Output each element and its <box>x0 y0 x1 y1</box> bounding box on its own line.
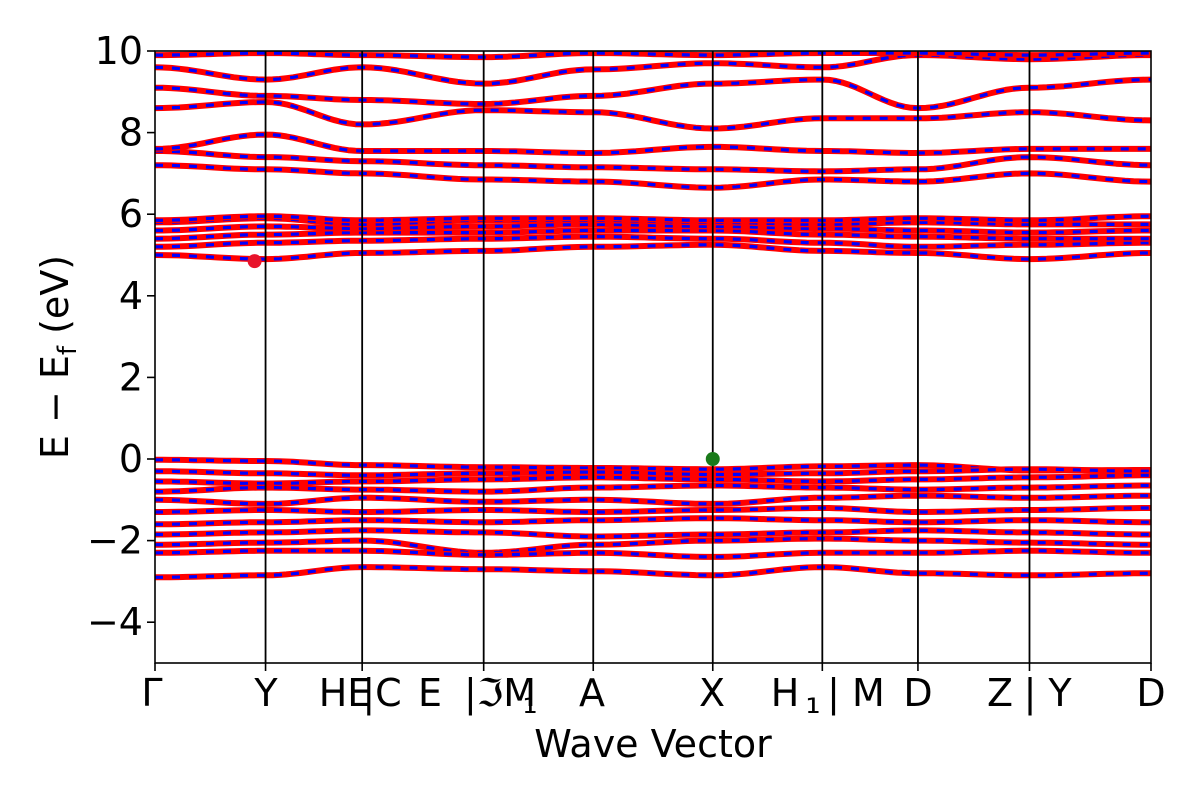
band-line-dashed-7 <box>155 528 1151 539</box>
xtick-label: |C <box>362 671 401 716</box>
band-line-dashed-13 <box>155 228 1151 241</box>
xtick-label: | M <box>827 671 885 716</box>
band-line-dashed-3 <box>155 483 1151 494</box>
xtick-label: D <box>903 671 932 715</box>
plot-frame <box>154 50 1152 664</box>
xtick-label: Y <box>253 671 278 715</box>
band-line-dashed-10 <box>155 565 1151 579</box>
band-line-dashed-21 <box>155 78 1151 110</box>
y-axis-label-main: E − E <box>33 355 77 459</box>
band-line-dashed-17 <box>155 163 1151 190</box>
band-line-dashed-9 <box>155 549 1151 559</box>
y-axis-ticks: −4 −2 0 2 4 6 8 10 <box>87 29 155 644</box>
band-line-dashed-22 <box>155 53 1151 86</box>
band-line-dashed-2 <box>155 473 1151 486</box>
band-line-dashed-23 <box>155 51 1151 59</box>
x-axis-ticks: Γ Y HE|C E |ℑM₁ A X H ₁ | M D Z | Y D <box>141 663 1166 722</box>
ytick-label: 6 <box>119 192 143 236</box>
ytick-label: 10 <box>95 29 143 73</box>
band-line-dashed-19 <box>155 132 1151 155</box>
y-axis-label-unit: (eV) <box>33 255 77 346</box>
band-line-20 <box>155 99 1151 132</box>
band-line-dashed-16 <box>155 214 1151 222</box>
band-line-dashed-5 <box>155 506 1151 514</box>
band-line-dashed-14 <box>155 222 1151 235</box>
ytick-label: −2 <box>87 519 143 563</box>
xtick-label: HE <box>319 671 372 715</box>
ytick-label: 4 <box>119 274 143 318</box>
xtick-label: H <box>771 671 800 715</box>
xtick-label: |ℑM <box>464 671 536 716</box>
xtick-label: A <box>579 671 605 715</box>
band-line-dashed-11 <box>155 243 1151 261</box>
ytick-label: −4 <box>87 600 143 644</box>
ytick-label: 0 <box>119 437 143 481</box>
xtick-label: Y <box>1047 671 1072 715</box>
xtick-label: ₁ <box>522 678 537 722</box>
band-line-dashed-8 <box>155 537 1151 555</box>
band-line-dashed-20 <box>155 100 1151 131</box>
xtick-label: Γ <box>141 671 162 715</box>
vbm-marker <box>705 452 720 466</box>
ytick-label: 2 <box>119 355 143 399</box>
svg-text:E − Ef (eV): E − Ef (eV) <box>33 255 83 459</box>
bands-layer <box>155 51 1151 581</box>
xtick-label: X <box>699 671 725 715</box>
y-axis-label: E − Ef (eV) <box>33 255 83 459</box>
ytick-label: 8 <box>119 111 143 155</box>
xtick-label: Z <box>987 671 1013 715</box>
xtick-label: D <box>1136 671 1165 715</box>
xtick-label: E <box>418 671 442 715</box>
x-axis-label: Wave Vector <box>534 722 772 766</box>
y-axis-label-sub: f <box>53 345 83 355</box>
kpoint-lines <box>264 51 1031 663</box>
extrema-markers <box>247 254 720 466</box>
xtick-label: ₁ <box>805 678 820 722</box>
band-line-dashed-12 <box>155 234 1151 249</box>
xtick-label: | <box>1024 671 1037 716</box>
band-line-dashed-6 <box>155 516 1151 526</box>
band-line-dashed-18 <box>155 149 1151 174</box>
band-line-21 <box>155 76 1151 112</box>
cbm-marker <box>247 254 262 269</box>
band-line-dashed-4 <box>155 494 1151 506</box>
band-line-dashed-1 <box>155 467 1151 477</box>
